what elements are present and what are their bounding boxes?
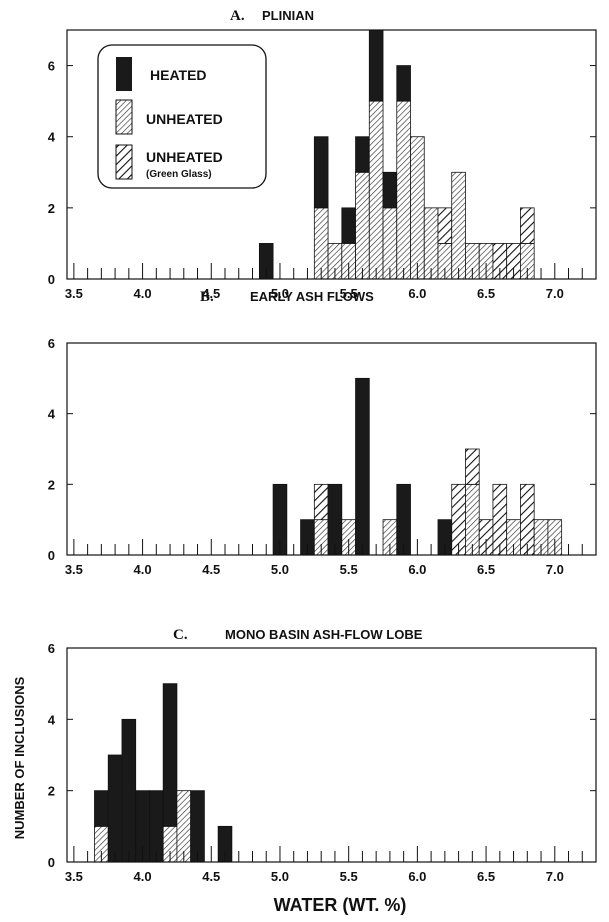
bar-green	[465, 448, 480, 485]
x-tick-label: 4.0	[134, 869, 152, 884]
x-tick-label: 6.5	[477, 869, 495, 884]
x-tick-label: 6.5	[477, 562, 495, 577]
plot-frame	[66, 29, 597, 280]
panel-title: PLINIAN	[262, 8, 314, 23]
x-tick-label: 5.0	[271, 869, 289, 884]
x-tick-label: 5.5	[340, 286, 358, 301]
x-tick-label: 5.0	[271, 286, 289, 301]
x-tick-label: 6.0	[408, 286, 426, 301]
y-tick-label: 0	[48, 272, 55, 287]
x-tick-label: 7.0	[546, 869, 564, 884]
y-tick-label: 6	[48, 641, 55, 656]
x-tick-label: 5.0	[271, 562, 289, 577]
legend-box	[97, 44, 267, 189]
y-tick-label: 4	[48, 130, 56, 145]
panel-letter: B.	[200, 289, 214, 305]
y-tick-label: 4	[48, 712, 56, 727]
bar-heated	[396, 65, 411, 102]
bar-heated	[382, 171, 398, 209]
bar-unheated	[355, 171, 370, 280]
bar-green	[313, 483, 329, 521]
plot-frame	[66, 342, 597, 556]
axes: 3.5 4.0 4.5 5.0 5.5 6.0 6.5 7.0 0 2 4 6	[48, 336, 597, 577]
bar-unheated	[396, 100, 411, 280]
bar-heated	[94, 790, 109, 827]
panel-letter: C.	[173, 627, 188, 643]
bars	[94, 683, 233, 863]
y-tick-label: 2	[48, 477, 55, 492]
y-tick-label: 4	[48, 407, 56, 422]
legend-sublabel-green-glass: (Green Glass)	[146, 169, 212, 180]
bar-heated	[313, 136, 329, 209]
y-tick-label: 6	[48, 336, 55, 351]
legend: HEATED UNHEATED UNHEATED (Green Glass)	[97, 44, 267, 189]
x-tick-label: 4.5	[202, 562, 220, 577]
bar-heated	[355, 377, 370, 556]
bar-green	[437, 207, 453, 244]
x-tick-label: 6.0	[408, 562, 426, 577]
legend-swatch-heated	[116, 57, 132, 91]
bar-heated	[368, 29, 384, 102]
panel-plinian: A. PLINIAN 3.5 4.0 4.5 5.0 5.5 6.0 6.5 7.0 0 2 4 6	[48, 8, 597, 301]
y-tick-label: 2	[48, 784, 55, 799]
panel-letter: A.	[230, 8, 245, 24]
x-tick-label: 3.5	[65, 286, 83, 301]
x-tick-label: 3.5	[65, 869, 83, 884]
x-tick-label: 3.5	[65, 562, 83, 577]
axes: 3.5 4.0 4.5 5.0 5.5 6.0 6.5 7.0 0 2 4 6	[48, 641, 597, 884]
y-tick-label: 0	[48, 548, 55, 563]
bar-heated	[162, 683, 178, 827]
legend-swatch-green-glass	[115, 144, 133, 180]
bar-unheated	[451, 171, 466, 280]
y-axis-title: NUMBER OF INCLUSIONS	[12, 676, 27, 839]
x-tick-label: 5.5	[340, 869, 358, 884]
plot-frame	[66, 647, 597, 863]
x-tick-label: 4.5	[202, 286, 220, 301]
y-tick-label: 6	[48, 59, 55, 74]
axes: 3.5 4.0 4.5 5.0 5.5 6.0 6.5 7.0 0 2 4 6	[48, 29, 597, 301]
panel-early-ash-flows: B. EARLY ASH FLOWS 3.5 4.0 4.5 5.0 5.5 6.0 6.5…	[48, 289, 597, 577]
x-axis-title: WATER (WT. %)	[274, 895, 407, 915]
bars	[272, 377, 563, 556]
legend-label-heated: HEATED	[150, 67, 207, 83]
bar-heated	[341, 207, 356, 244]
bar-green	[520, 207, 535, 244]
panel-title: EARLY ASH FLOWS	[250, 289, 374, 304]
x-tick-label: 6.5	[477, 286, 495, 301]
bars	[258, 29, 535, 280]
bar-heated	[107, 754, 123, 863]
bar-heated	[121, 718, 137, 863]
x-tick-label: 4.0	[134, 286, 152, 301]
panel-mono-basin-ash-flow-lobe: C. MONO BASIN ASH-FLOW LOBE 3.5 4.0 4.5 5.0…	[48, 627, 597, 884]
legend-label-unheated: UNHEATED	[146, 111, 223, 127]
bar-heated	[355, 136, 370, 173]
x-tick-label: 4.5	[202, 869, 220, 884]
x-tick-label: 6.0	[408, 869, 426, 884]
x-tick-label: 5.5	[340, 562, 358, 577]
bar-unheated	[368, 100, 384, 280]
legend-swatch-unheated	[115, 99, 133, 135]
x-tick-label: 7.0	[546, 562, 564, 577]
y-tick-label: 2	[48, 201, 55, 216]
x-tick-label: 7.0	[546, 286, 564, 301]
legend-label-green-glass: UNHEATED	[146, 149, 223, 165]
bar-unheated	[410, 136, 425, 280]
y-tick-label: 0	[48, 855, 55, 870]
panel-title: MONO BASIN ASH-FLOW LOBE	[225, 627, 423, 642]
x-tick-label: 4.0	[134, 562, 152, 577]
